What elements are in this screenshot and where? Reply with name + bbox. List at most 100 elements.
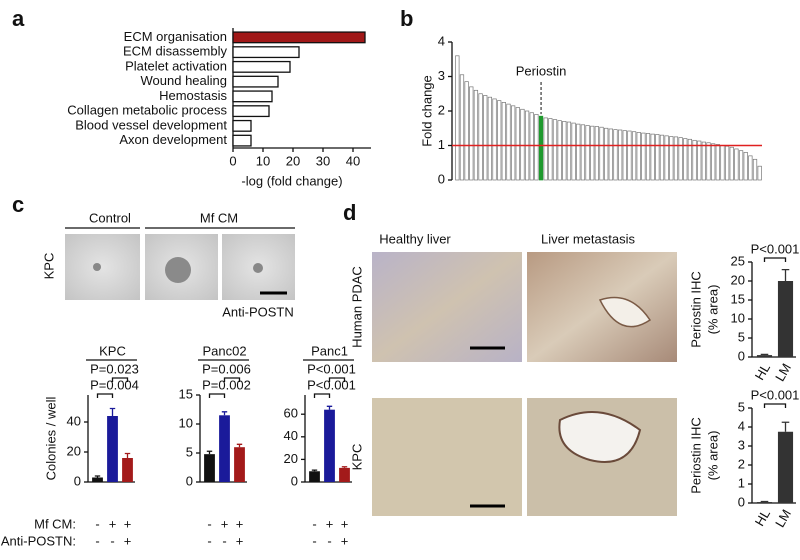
p-value: P<0.001 — [751, 387, 800, 402]
bar — [543, 117, 548, 181]
bar — [738, 150, 744, 181]
bar — [529, 112, 534, 181]
bar — [613, 129, 618, 181]
category-label: Collagen metabolic process — [67, 103, 227, 118]
y-tick-label: 40 — [67, 413, 81, 428]
bar — [777, 281, 794, 357]
bar — [734, 148, 739, 181]
y-tick-label: 60 — [284, 406, 298, 421]
y-tick-label: 40 — [284, 428, 298, 443]
y-tick-label: 15 — [731, 291, 745, 306]
x-tick-label: 20 — [286, 153, 300, 168]
condition-sign: - — [110, 533, 114, 548]
bar — [487, 96, 493, 181]
bar — [459, 74, 465, 181]
bar — [515, 107, 520, 181]
y-tick-label: 2 — [438, 102, 445, 117]
y-tick-label: 5 — [186, 444, 193, 459]
condition-sign: + — [109, 516, 117, 531]
error-bar — [760, 353, 769, 356]
condition-sign: + — [236, 516, 244, 531]
bar — [594, 126, 599, 181]
significance-bracket — [111, 377, 129, 382]
bar — [756, 502, 773, 503]
y-tick-label: 0 — [291, 473, 298, 488]
condition-sign: - — [327, 533, 331, 548]
x-tick-label: 0 — [229, 153, 236, 168]
y-tick-label: 10 — [731, 310, 745, 325]
y-tick-label: 4 — [738, 418, 745, 433]
bar — [683, 138, 688, 181]
bar — [622, 130, 627, 181]
bar — [664, 135, 669, 181]
vessel — [558, 411, 642, 463]
condition-sign: + — [124, 516, 132, 531]
condition-sign: + — [341, 516, 349, 531]
error-bar — [760, 500, 769, 503]
bar — [641, 132, 646, 181]
y-tick-label: 1 — [438, 137, 445, 152]
condition-sign: - — [312, 516, 316, 531]
bar — [232, 134, 252, 147]
micrograph — [527, 252, 677, 362]
error-bar — [124, 452, 131, 458]
bar — [92, 477, 103, 482]
bar — [455, 55, 460, 181]
p-value: P<0.001 — [307, 361, 356, 376]
bar — [232, 31, 366, 44]
condition-sign: + — [326, 516, 334, 531]
bar — [636, 132, 641, 181]
bar — [232, 119, 252, 132]
bar — [669, 136, 674, 181]
category-label: ECM organisation — [124, 29, 227, 44]
y-tick-label: 0 — [438, 171, 445, 186]
p-value: P=0.002 — [202, 377, 251, 392]
p-value: P=0.004 — [90, 377, 139, 392]
bar — [520, 108, 525, 181]
error-bar — [221, 411, 228, 416]
y-tick-label: 1 — [738, 475, 745, 490]
bar — [618, 129, 623, 181]
micrograph — [372, 398, 522, 516]
bar — [752, 158, 758, 181]
bar — [562, 120, 567, 181]
bar — [506, 103, 511, 181]
y-tick-label: 20 — [731, 272, 745, 287]
condition-sign: - — [95, 516, 99, 531]
condition-sign: - — [95, 533, 99, 548]
condition-sign: - — [222, 533, 226, 548]
category-label: Platelet activation — [125, 58, 227, 73]
y-tick-label: 2 — [738, 456, 745, 471]
p-value: P=0.023 — [90, 361, 139, 376]
bar — [724, 145, 730, 181]
micrograph — [372, 252, 522, 362]
bar — [604, 127, 609, 181]
category-label: LM — [772, 507, 794, 530]
row-label: Anti-POSTN: — [1, 533, 76, 548]
significance-bracket — [763, 403, 787, 408]
y-axis-label: (% area) — [705, 431, 720, 481]
chart-title: KPC — [99, 343, 126, 358]
annotation: Periostin — [516, 63, 567, 78]
bar — [107, 416, 118, 482]
bar — [232, 105, 270, 118]
error-bar — [109, 407, 116, 416]
bar — [469, 86, 474, 181]
bar — [473, 89, 479, 181]
row-label: Human PDAC — [349, 266, 364, 348]
column-label: Healthy liver — [379, 231, 451, 246]
bar — [631, 131, 637, 181]
significance-bracket — [763, 257, 787, 262]
significance-bracket — [313, 393, 331, 398]
bar — [645, 133, 651, 181]
row-label: Mf CM: — [34, 516, 76, 531]
category-label: Blood vessel development — [75, 117, 227, 132]
bar — [599, 126, 604, 181]
colony — [165, 257, 191, 283]
bar — [483, 95, 488, 181]
significance-bracket — [208, 393, 226, 398]
category-label: ECM disassembly — [123, 44, 228, 59]
bar — [538, 115, 544, 181]
condition-sign: - — [207, 516, 211, 531]
bar — [497, 100, 502, 181]
